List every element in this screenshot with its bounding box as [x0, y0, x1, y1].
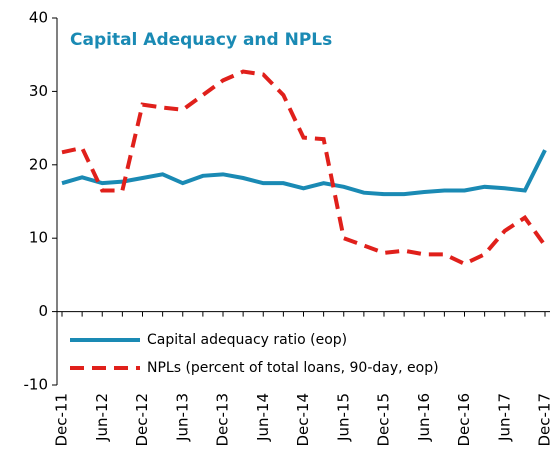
x-tick-label: Jun-16 [415, 393, 433, 442]
x-tick-label: Dec-13 [214, 393, 232, 447]
y-tick-label: -10 [24, 376, 49, 394]
legend-label: NPLs (percent of total loans, 90-day, eo… [147, 360, 439, 376]
x-tick-label: Dec-17 [536, 393, 554, 447]
y-tick-label: 30 [29, 82, 48, 100]
series-line [61, 69, 547, 267]
x-tick-label: Dec-14 [294, 393, 312, 447]
series-line [61, 149, 547, 197]
x-tick-label: Jun-15 [334, 393, 352, 442]
y-tick-label: 0 [38, 302, 48, 320]
x-tick-label: Dec-12 [133, 393, 151, 447]
y-tick-label: 20 [29, 155, 48, 173]
y-tick-label: 10 [29, 229, 48, 247]
x-tick-label: Dec-15 [375, 393, 393, 447]
y-tick-label: 40 [29, 9, 48, 27]
legend-label: Capital adequacy ratio (eop) [147, 332, 347, 348]
chart-title: Capital Adequacy and NPLs [70, 30, 332, 50]
x-tick-label: Jun-12 [93, 393, 111, 442]
x-tick-label: Jun-13 [173, 393, 191, 442]
x-tick-label: Jun-17 [495, 393, 513, 442]
x-tick-label: Dec-16 [455, 393, 473, 447]
x-tick-label: Jun-14 [254, 393, 272, 442]
x-tick-label: Dec-11 [53, 393, 71, 447]
